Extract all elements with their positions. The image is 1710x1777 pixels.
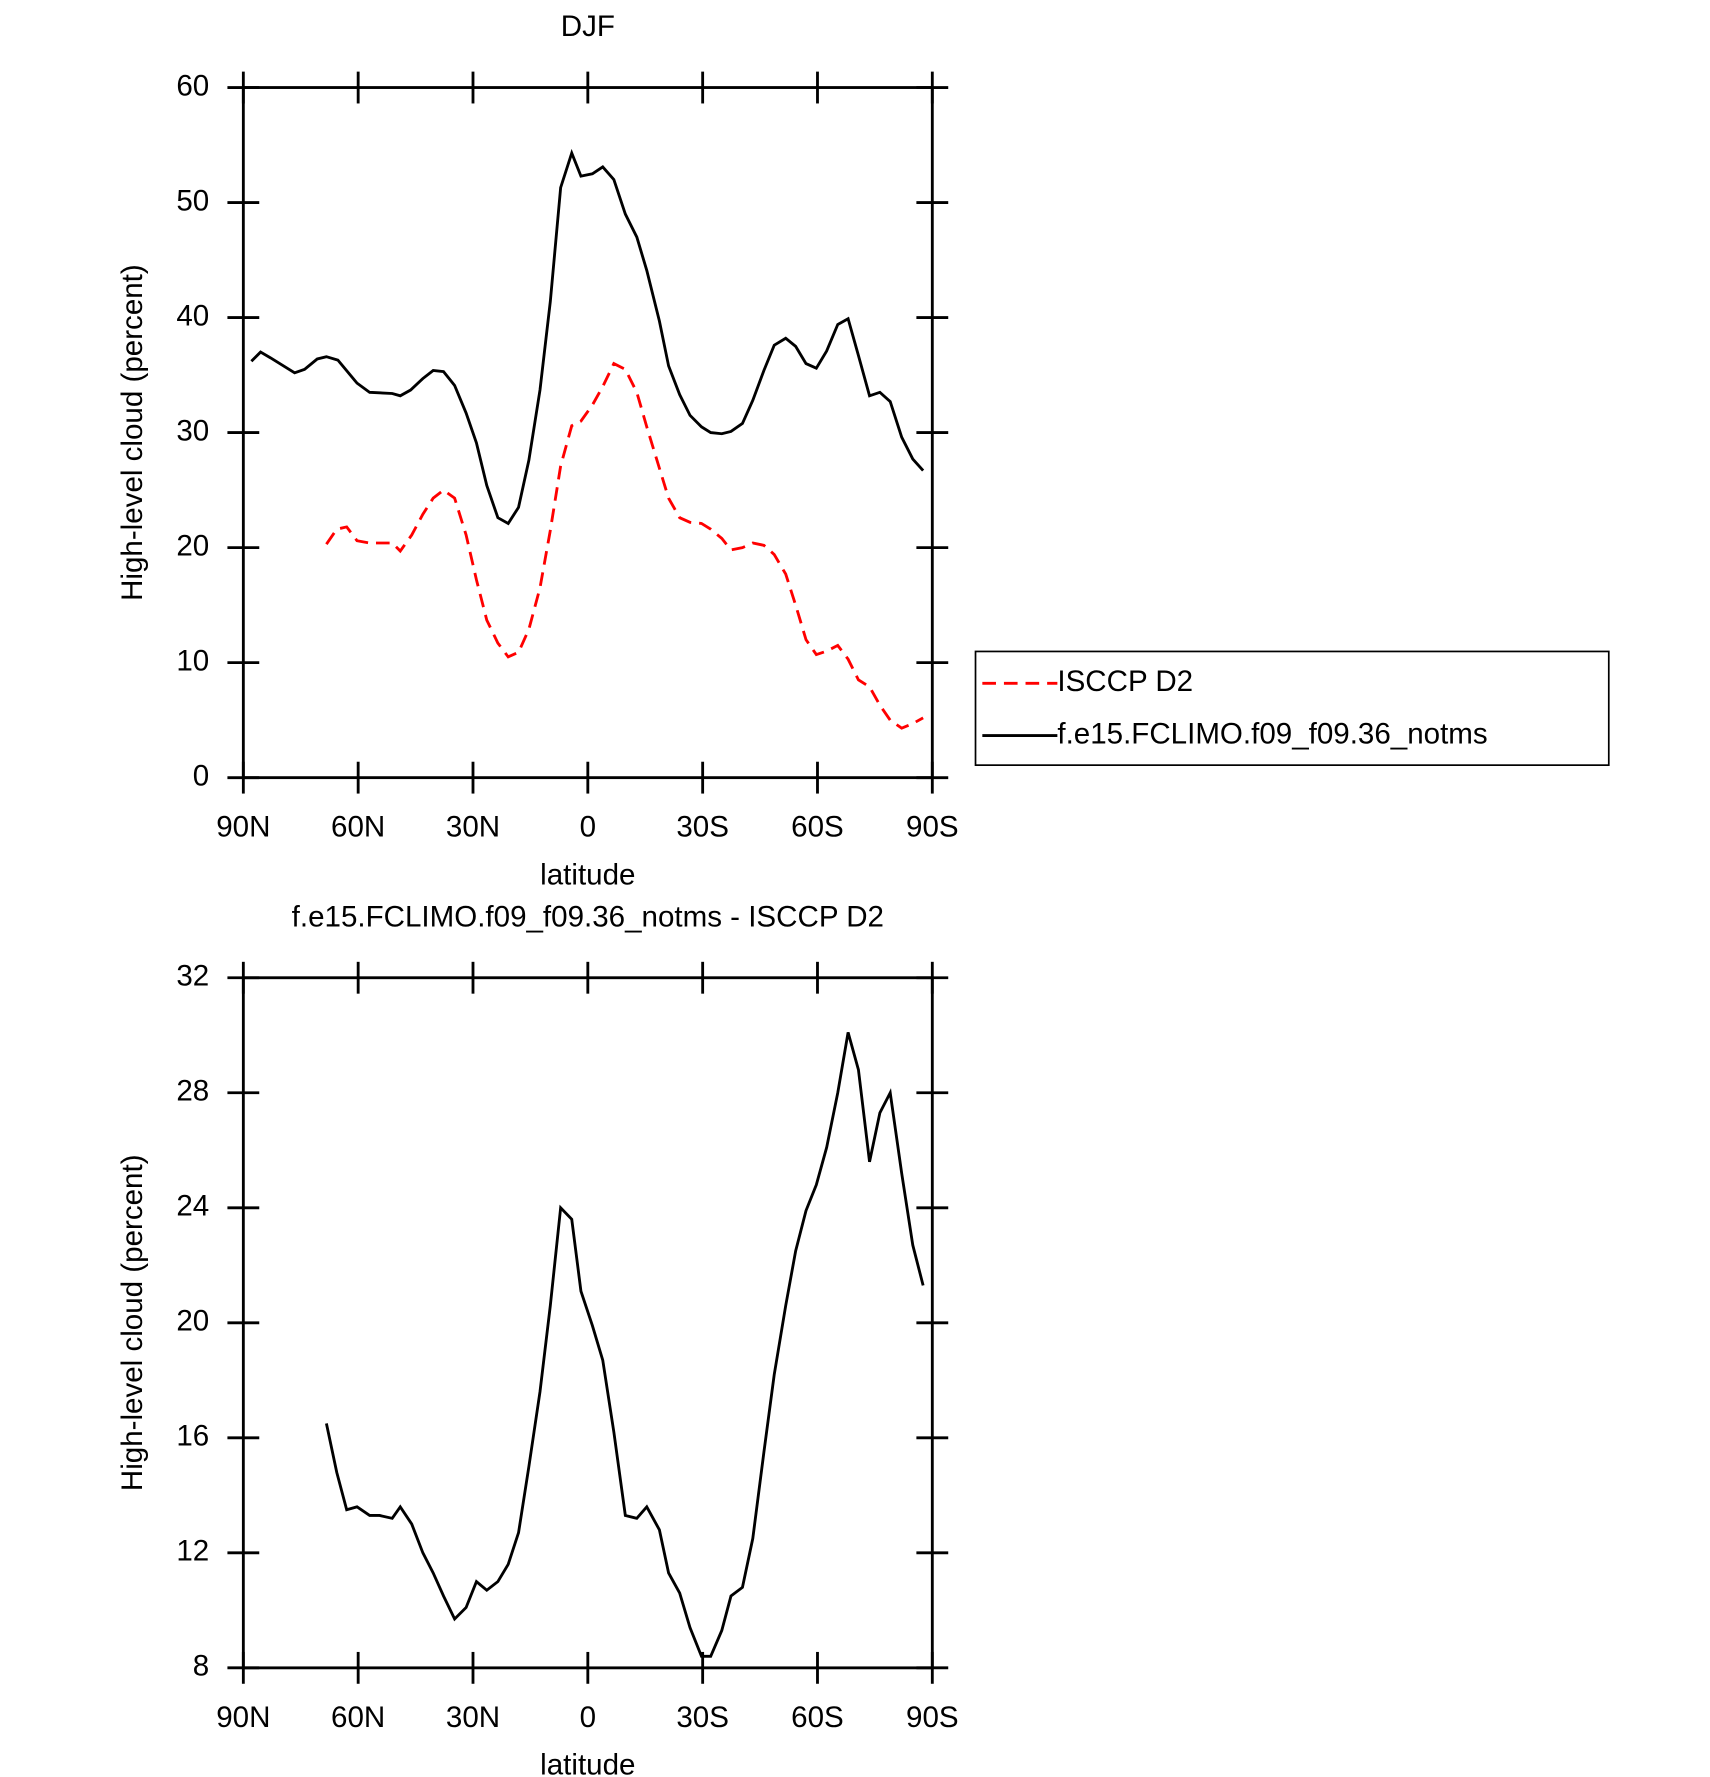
- x-tick-label: 90N: [216, 811, 270, 844]
- x-tick-label: 0: [580, 1701, 596, 1734]
- x-tick-label: 30N: [446, 1701, 500, 1734]
- x-tick-label: 30N: [446, 811, 500, 844]
- legend: ISCCP D2 f.e15.FCLIMO.f09_f09.36_notms: [974, 650, 1610, 766]
- plot-frame: [241, 976, 934, 1670]
- x-axis-label: latitude: [540, 858, 635, 891]
- y-tick-label: 16: [176, 1420, 209, 1453]
- y-axis-label: High-level cloud (percent): [116, 1154, 149, 1491]
- x-axis-label: latitude: [540, 1749, 635, 1777]
- x-tick-label: 30S: [676, 1701, 729, 1734]
- y-tick-label: 10: [176, 644, 209, 677]
- y-tick-label: 0: [193, 759, 209, 792]
- y-axis-label: High-level cloud (percent): [116, 264, 149, 601]
- x-tick-label: 90S: [906, 1701, 959, 1734]
- y-tick-label: 20: [176, 529, 209, 562]
- y-tick-label: 24: [176, 1190, 209, 1223]
- legend-box: [974, 650, 1610, 766]
- y-tick-label: 60: [176, 69, 209, 102]
- y-tick-label: 40: [176, 299, 209, 332]
- y-tick-label: 32: [176, 960, 209, 993]
- x-tick-label: 90S: [906, 811, 959, 844]
- x-tick-label: 60N: [331, 811, 385, 844]
- y-tick-label: 30: [176, 414, 209, 447]
- x-tick-label: 30S: [676, 811, 729, 844]
- plot-frame: [241, 86, 934, 780]
- y-tick-label: 20: [176, 1305, 209, 1338]
- x-tick-label: 60N: [331, 1701, 385, 1734]
- y-tick-label: 12: [176, 1535, 209, 1568]
- data-line: [325, 1031, 925, 1658]
- y-tick-label: 28: [176, 1075, 209, 1108]
- legend-label: ISCCP D2: [1057, 665, 1193, 698]
- chart-title: f.e15.FCLIMO.f09_f09.36_notms - ISCCP D2: [292, 900, 884, 933]
- chart-title: DJF: [561, 10, 615, 43]
- y-tick-label: 50: [176, 184, 209, 217]
- x-tick-label: 60S: [791, 1701, 844, 1734]
- x-tick-label: 60S: [791, 811, 844, 844]
- x-tick-label: 0: [580, 811, 596, 844]
- data-line: [325, 361, 924, 730]
- y-tick-label: 8: [193, 1650, 209, 1683]
- legend-label: f.e15.FCLIMO.f09_f09.36_notms: [1057, 717, 1487, 750]
- x-tick-label: 90N: [216, 1701, 270, 1734]
- data-line: [250, 148, 925, 526]
